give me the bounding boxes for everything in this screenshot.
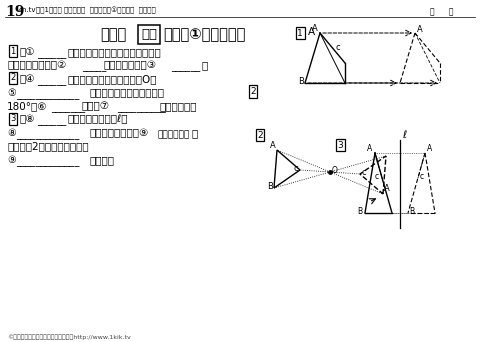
Text: ______: ______ — [171, 63, 200, 73]
Text: の移動①・基本編）: の移動①・基本編） — [163, 27, 245, 42]
Text: A: A — [384, 184, 390, 193]
Text: 2: 2 — [257, 131, 263, 140]
Text: で、その長さは③: で、その長さは③ — [104, 61, 157, 70]
Text: B: B — [357, 207, 362, 216]
Text: 移動という。: 移動という。 — [160, 101, 197, 111]
Text: A: A — [270, 141, 276, 150]
Text: 図形: 図形 — [141, 28, 157, 41]
Text: 線分は、それぞれ②: 線分は、それぞれ② — [7, 61, 66, 70]
Text: _____________: _____________ — [16, 90, 79, 100]
Text: 3: 3 — [337, 141, 343, 149]
Text: c: c — [375, 172, 379, 181]
Text: 移動を⑦: 移動を⑦ — [82, 101, 110, 111]
Text: 移動といい、対応する点を結んだ: 移動といい、対応する点を結んだ — [67, 47, 161, 57]
Text: ©星一「とある男が授業をしてみた」http://www.1kik.tv: ©星一「とある男が授業をしてみた」http://www.1kik.tv — [7, 334, 131, 340]
Text: ～～～～～～: ～～～～～～ — [157, 130, 189, 139]
Text: 数学（: 数学（ — [100, 27, 126, 42]
Text: ch.tv: ch.tv — [19, 7, 36, 13]
Text: 2: 2 — [11, 74, 16, 82]
Text: A: A — [308, 27, 315, 37]
Text: ℓ: ℓ — [402, 130, 406, 140]
Text: 。: 。 — [202, 61, 208, 70]
Text: c: c — [293, 164, 298, 173]
Text: 【中1数学】 中１－６６  図形の移動①・基本編  プリント: 【中1数学】 中１－６６ 図形の移動①・基本編 プリント — [36, 7, 156, 14]
Text: 移動といい、中心とした点Oを: 移動といい、中心とした点Oを — [67, 74, 156, 84]
Text: 移動といい、直線ℓを: 移動といい、直線ℓを — [67, 115, 128, 124]
Text: ______: ______ — [37, 49, 66, 59]
Text: O: O — [332, 166, 338, 175]
Text: ______: ______ — [37, 117, 66, 127]
Text: _____________: _____________ — [16, 130, 79, 140]
Text: c: c — [361, 168, 366, 177]
Text: B: B — [298, 77, 304, 86]
Text: 月      日: 月 日 — [430, 7, 454, 16]
Text: 19: 19 — [5, 5, 24, 19]
Text: A: A — [417, 25, 423, 34]
Text: _____: _____ — [82, 63, 107, 73]
Text: ⑨: ⑨ — [7, 155, 16, 165]
Text: 対応する2点を結んだ線分の: 対応する2点を結んだ線分の — [7, 142, 89, 152]
Text: ⑧: ⑧ — [7, 128, 16, 138]
Text: _______: _______ — [51, 103, 85, 113]
Text: 3: 3 — [10, 114, 16, 123]
Text: を⑧: を⑧ — [20, 115, 36, 124]
Text: ______: ______ — [37, 76, 66, 86]
Text: A: A — [367, 144, 372, 153]
Text: 1: 1 — [11, 47, 16, 55]
Text: B: B — [267, 182, 273, 191]
Text: A: A — [312, 24, 318, 33]
Text: は: は — [192, 128, 198, 138]
Text: になる。: になる。 — [89, 155, 114, 165]
Text: という。そして、⑨: という。そして、⑨ — [89, 128, 148, 138]
Text: 2: 2 — [250, 87, 256, 96]
Text: を④: を④ — [20, 74, 36, 84]
Text: c: c — [420, 172, 424, 181]
Text: を①: を① — [20, 47, 36, 57]
Text: A: A — [427, 144, 432, 153]
Text: _____________: _____________ — [16, 157, 79, 167]
Text: ⑤: ⑤ — [7, 88, 16, 97]
Text: という。この移動の中で、: という。この移動の中で、 — [89, 88, 164, 97]
Text: 180°の⑥: 180°の⑥ — [7, 101, 48, 111]
Text: __________: __________ — [117, 103, 166, 113]
Text: B: B — [409, 207, 414, 216]
Text: 1: 1 — [297, 28, 303, 38]
Text: c: c — [335, 43, 340, 52]
